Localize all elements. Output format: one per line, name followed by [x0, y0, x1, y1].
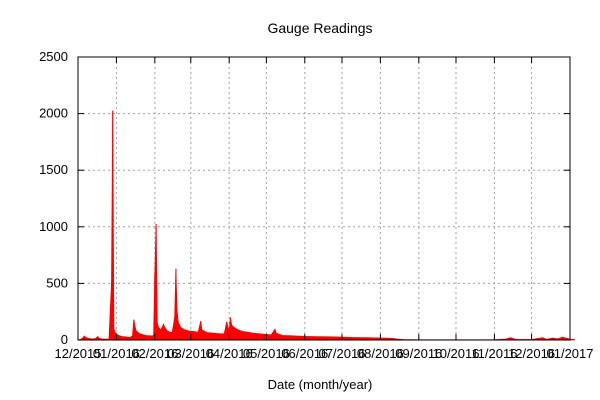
x-tick-label: 01/2016 [93, 346, 140, 361]
y-tick-label: 2000 [39, 106, 68, 121]
series-area-0 [77, 110, 576, 341]
plot-frame [77, 56, 571, 341]
x-tick-label: 01/2017 [547, 346, 594, 361]
x-tick-label: 06/2016 [281, 346, 328, 361]
x-tick-label: 07/2016 [318, 346, 365, 361]
x-tick-label: 08/2016 [357, 346, 404, 361]
y-tick-label: 500 [46, 275, 68, 290]
x-axis: 12/201501/201602/201603/201604/201605/20… [55, 57, 594, 361]
y-tick-label: 0 [61, 332, 68, 347]
x-tick-label: 05/2016 [243, 346, 290, 361]
x-tick-label: 09/2016 [395, 346, 442, 361]
y-tick-label: 1500 [39, 162, 68, 177]
x-tick-label: 02/2016 [131, 346, 178, 361]
x-axis-label: Date (month/year) [268, 377, 373, 392]
x-tick-label: 12/2015 [55, 346, 102, 361]
y-tick-label: 2500 [39, 49, 68, 64]
x-tick-label: 12/2016 [508, 346, 555, 361]
y-axis: 0 500 1000 1500 2000 2500 [39, 49, 570, 347]
x-tick-label: 04/2016 [206, 346, 253, 361]
grid-layer [78, 57, 570, 340]
y-tick-label: 1000 [39, 219, 68, 234]
x-tick-label: 03/2016 [167, 346, 214, 361]
x-tick-label: 10/2016 [432, 346, 479, 361]
data-layer [77, 110, 576, 341]
chart-title: Gauge Readings [267, 20, 372, 36]
x-tick-label: 11/2016 [471, 346, 517, 361]
